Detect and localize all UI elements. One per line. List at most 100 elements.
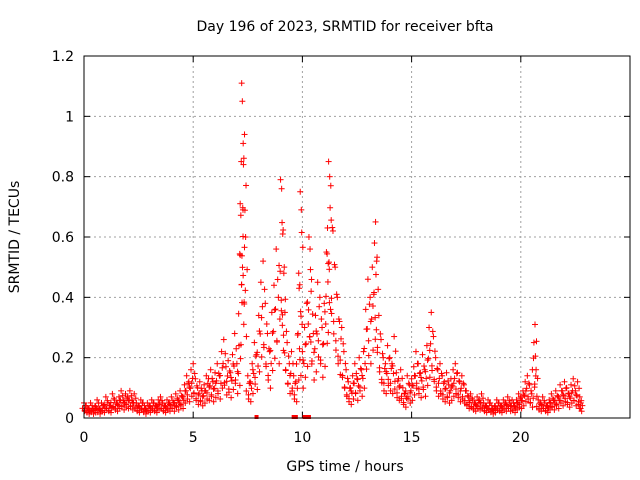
data-point [332, 347, 339, 354]
data-point [367, 360, 374, 367]
data-point [326, 266, 333, 273]
data-point [263, 321, 270, 328]
data-point [279, 219, 286, 226]
data-point [550, 396, 557, 403]
data-point [244, 266, 251, 273]
data-point [528, 387, 535, 394]
data-point [256, 368, 263, 375]
data-point [456, 378, 463, 385]
data-point [218, 348, 225, 355]
data-point [327, 306, 334, 313]
data-point [514, 400, 521, 407]
data-point [129, 396, 136, 403]
data-point [254, 349, 261, 356]
data-point [298, 313, 305, 320]
data-point [576, 393, 583, 400]
data-point [257, 330, 264, 337]
data-point [125, 397, 132, 404]
data-point [407, 389, 414, 396]
data-point [331, 261, 338, 268]
data-point [279, 322, 286, 329]
data-point [555, 393, 562, 400]
y-tick-label: 1 [65, 109, 74, 125]
data-point [503, 401, 510, 408]
data-point [392, 348, 399, 355]
data-point [244, 372, 251, 379]
y-axis-label: SRMTID / TECUs [7, 181, 23, 294]
data-point [385, 376, 392, 383]
data-point [308, 360, 315, 367]
data-point [94, 396, 101, 403]
data-point [443, 369, 450, 376]
data-point [201, 400, 208, 407]
data-point [115, 393, 122, 400]
data-point [554, 392, 561, 399]
data-point [516, 401, 523, 408]
data-point [212, 369, 219, 376]
data-point [325, 260, 332, 267]
data-point [566, 393, 573, 400]
data-point [365, 352, 372, 359]
data-point [370, 347, 377, 354]
data-point [564, 399, 571, 406]
data-point [457, 387, 464, 394]
data-point [458, 385, 465, 392]
data-point [101, 409, 108, 416]
data-point [217, 380, 224, 387]
y-tick-label: 0.6 [52, 230, 74, 246]
data-point [285, 353, 292, 360]
data-point [574, 378, 581, 385]
data-point [233, 345, 240, 352]
data-point [434, 366, 441, 373]
data-point [255, 363, 262, 370]
data-point [436, 360, 443, 367]
data-point [441, 378, 448, 385]
data-point [305, 321, 312, 328]
data-point [354, 397, 361, 404]
data-point [418, 377, 425, 384]
data-point [114, 401, 121, 408]
data-point [357, 365, 364, 372]
data-point [377, 330, 384, 337]
data-point [317, 357, 324, 364]
data-point [240, 155, 247, 162]
data-point [380, 380, 387, 387]
data-point [122, 390, 129, 397]
axis-ticks: 0 0.2 0.4 0.6 0.8 1 1.2 0 5 10 15 20 [52, 49, 630, 446]
data-point [350, 380, 357, 387]
plot-frame [83, 55, 631, 419]
data-point [533, 338, 540, 345]
data-point [553, 401, 560, 408]
data-point [560, 392, 567, 399]
data-point [241, 207, 248, 214]
data-point [276, 262, 283, 269]
data-point [355, 382, 362, 389]
data-point [529, 404, 536, 411]
data-point [276, 316, 283, 323]
data-point [260, 341, 267, 348]
data-point [314, 330, 321, 337]
data-point [363, 366, 370, 373]
data-point [326, 299, 333, 306]
data-point [192, 375, 199, 382]
data-point [327, 182, 334, 189]
data-point [452, 360, 459, 367]
data-point [304, 299, 311, 306]
data-point [214, 360, 221, 367]
data-point [304, 363, 311, 370]
data-point [572, 387, 579, 394]
data-point [302, 341, 309, 348]
data-point [126, 387, 133, 394]
data-point [316, 294, 323, 301]
data-point [272, 306, 279, 313]
data-point [424, 357, 431, 364]
data-point [181, 381, 188, 388]
data-point [178, 392, 185, 399]
data-point [520, 391, 527, 398]
data-point [359, 375, 366, 382]
data-point [459, 393, 466, 400]
data-point [566, 404, 573, 411]
data-point [322, 363, 329, 370]
data-point [301, 324, 308, 331]
data-point [241, 244, 248, 251]
